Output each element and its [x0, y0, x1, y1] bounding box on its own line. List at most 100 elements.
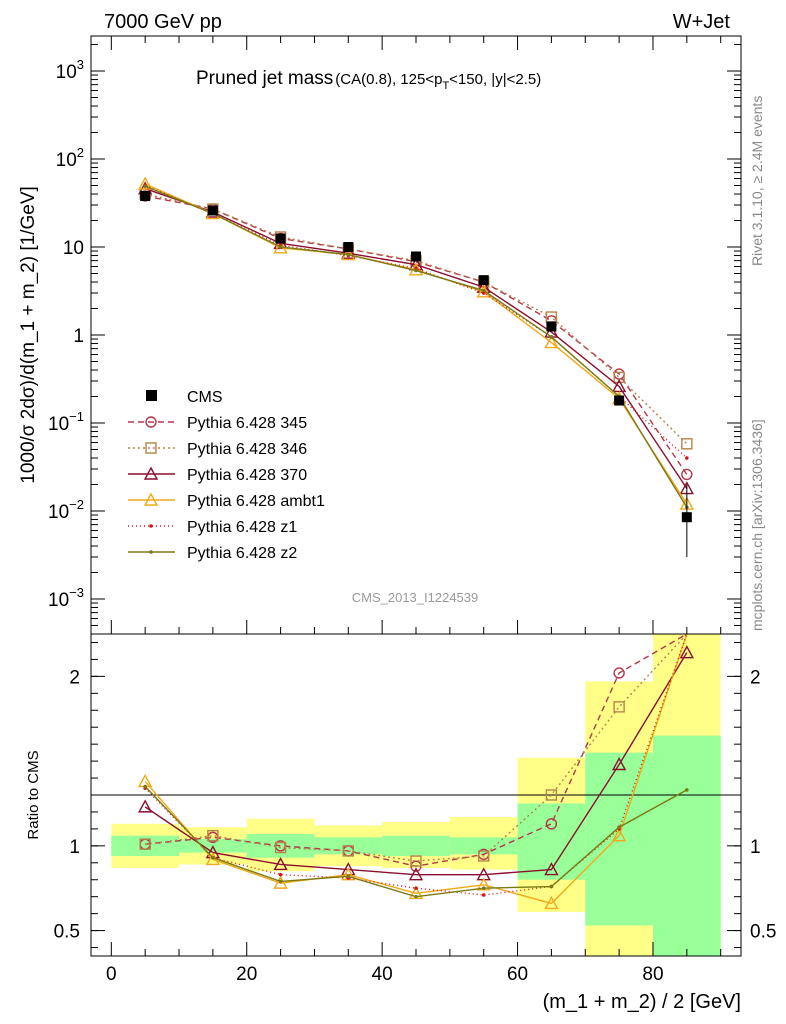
main-series-marker-3: [137, 176, 153, 190]
main-series-marker-0: [681, 468, 693, 481]
legend-swatch-marker-5: [149, 524, 153, 528]
main-series-marker-5: [346, 252, 351, 257]
ratio-ytick-label-left: 1: [69, 837, 80, 858]
ratio-series-marker-1: [342, 845, 354, 857]
ratio-series-marker-5: [346, 874, 351, 879]
analysis-watermark: CMS_2013_I1224539: [352, 590, 479, 605]
ratio-y-axis-label: Ratio to CMS: [25, 750, 42, 839]
x-tick-label: 0: [106, 964, 117, 985]
legend-label-6: Pythia 6.428 z2: [187, 545, 297, 562]
ratio-ytick-label-right: 1: [750, 837, 761, 858]
legend-label-0: CMS: [187, 389, 223, 406]
x-axis-label: (m_1 + m_2) / 2 [GeV]: [543, 991, 741, 1013]
main-series-marker-5: [143, 184, 147, 189]
ratio-ytick-label-right: 2: [750, 667, 761, 688]
mcplots-credit-label: mcplots.cern.ch [arXiv:1306.3436]: [749, 419, 765, 631]
x-tick-label: 60: [507, 964, 528, 985]
ratio-band-inner: [246, 833, 315, 858]
legend-swatch-marker-4: [143, 492, 159, 506]
rivet-version-label: Rivet 3.1.10, ≥ 2.4M events: [749, 96, 765, 266]
ratio-series-marker-5: [143, 784, 147, 789]
cms-data-point: [207, 205, 218, 216]
ratio-series-marker-4: [278, 872, 283, 877]
ratio-ytick-label-left: 0.5: [54, 922, 80, 943]
main-series-marker-4: [685, 456, 689, 460]
ratio-band-inner: [449, 837, 518, 855]
ratio-series-line-2: [144, 652, 688, 876]
cms-data-point: [411, 251, 421, 262]
ratio-series-marker-5: [414, 894, 418, 899]
cms-data-point: [546, 321, 557, 332]
ratio-series-marker-1: [274, 841, 287, 854]
main-ytick-label: 102: [56, 145, 84, 171]
ratio-series-marker-3: [544, 896, 559, 910]
main-ytick-label: 1: [73, 326, 84, 347]
ratio-series-marker-5: [549, 884, 554, 889]
ratio-ytick-label-left: 2: [69, 667, 80, 688]
ratio-series-marker-1: [545, 789, 558, 801]
ratio-series-marker-1: [207, 829, 219, 842]
ratio-band-inner: [652, 735, 721, 956]
ratio-band-inner: [585, 752, 653, 926]
ratio-series-marker-1: [613, 701, 625, 713]
main-ytick-label: 103: [56, 57, 84, 83]
ratio-series-marker-0: [613, 667, 625, 679]
header-right: W+Jet: [673, 11, 731, 33]
legend-swatch-marker-6: [149, 550, 153, 554]
cms-data-point: [478, 275, 489, 286]
legend-label-3: Pythia 6.428 370: [187, 467, 307, 484]
ratio-axis-ticks: 0.5 0.51 12 20 20 40 60 80: [54, 641, 776, 985]
main-series-marker-5: [414, 268, 418, 273]
main-series-marker-4: [481, 291, 486, 295]
legend: CMS Pythia 6.428 345 Pythia 6.428 346 Pythi…: [128, 389, 325, 562]
main-ytick-label: 10−3: [48, 585, 84, 611]
ratio-series-marker-2: [544, 862, 559, 876]
ratio-plot: 0.5 0.51 12 20 20 40 60 80: [54, 633, 776, 985]
ratio-series-marker-2: [611, 757, 627, 771]
main-series-marker-3: [476, 284, 491, 298]
header-left: 7000 GeV pp: [104, 11, 222, 33]
main-series-line-0: [145, 195, 688, 475]
cms-data-point: [681, 512, 692, 523]
ratio-series-line-1: [145, 633, 688, 862]
main-series-line-1: [145, 193, 688, 445]
ratio-series-line-4: [144, 633, 688, 896]
main-series-marker-5: [278, 245, 283, 249]
x-tick-label: 80: [642, 964, 663, 985]
legend-label-1: Pythia 6.428 345: [187, 415, 307, 432]
ratio-series-marker-2: [679, 645, 695, 659]
ratio-series-marker-2: [408, 867, 424, 881]
ratio-series-marker-4: [481, 893, 486, 897]
x-tick-label: 40: [372, 964, 393, 985]
ratio-series-marker-4: [414, 886, 418, 891]
ratio-series-marker-2: [273, 857, 288, 871]
main-ytick-label: 10: [63, 238, 84, 259]
main-ytick-label: 10−1: [48, 409, 84, 435]
cms-data-point: [343, 242, 354, 253]
ratio-series-marker-5: [481, 886, 486, 891]
ratio-series-line-3: [144, 633, 688, 905]
main-cms-points: [140, 190, 692, 557]
y-axis-label: 1000/σ 2dσ)/d(m_1 + m_2) [1/GeV]: [18, 186, 39, 484]
legend-label-4: Pythia 6.428 ambt1: [187, 493, 325, 510]
cms-data-point: [140, 190, 151, 201]
main-series-lines: [137, 176, 695, 510]
ratio-series-lines: [137, 633, 695, 910]
main-series-marker-3: [544, 335, 559, 349]
ratio-series-marker-0: [545, 818, 558, 830]
main-series-line-5: [144, 185, 688, 508]
ratio-band-inner: [111, 835, 180, 857]
ratio-series-marker-2: [137, 799, 153, 813]
ratio-series-marker-1: [478, 850, 490, 862]
cms-data-point: [275, 233, 286, 244]
cms-data-point: [614, 395, 625, 406]
ratio-series-marker-3: [273, 875, 288, 889]
ratio-ytick-label-right: 0.5: [750, 922, 776, 943]
ratio-series-marker-5: [617, 825, 621, 829]
legend-swatch-marker-2: [145, 442, 157, 454]
ratio-series-marker-5: [211, 855, 215, 860]
ratio-series-marker-5: [278, 879, 283, 884]
